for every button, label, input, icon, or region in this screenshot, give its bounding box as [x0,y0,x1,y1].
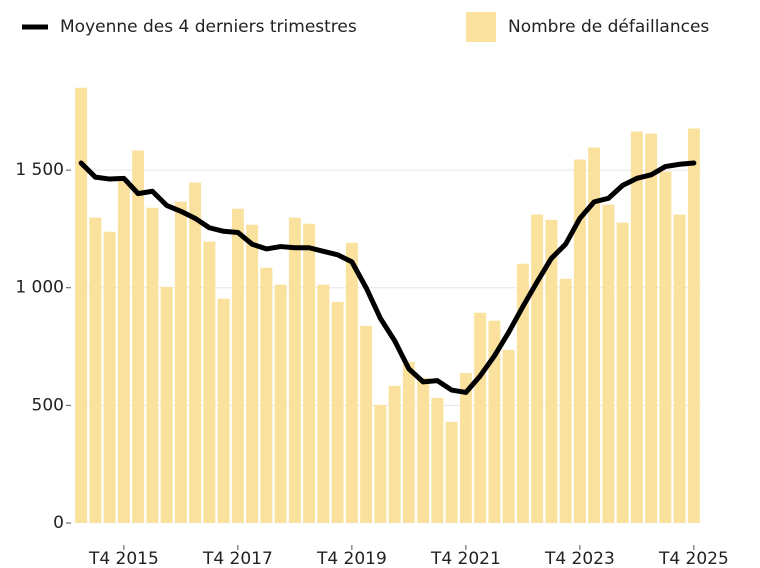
bar [559,278,572,523]
x-tick-label: T4 2025 [658,549,729,568]
bar [89,217,102,523]
y-tick-label: 500 [32,395,64,415]
bar [445,421,458,523]
bar [474,312,487,523]
bar [417,377,430,523]
bar [132,150,145,523]
bar [189,182,202,523]
bar [117,179,130,523]
bar [274,284,287,523]
legend-bar-swatch [466,12,496,42]
y-tick-label: 1 000 [15,278,64,298]
bar [317,284,330,523]
bar [203,241,216,524]
bar [531,214,544,523]
bar [360,325,373,523]
bar [459,372,472,523]
bar [502,349,515,523]
x-tick-label: T4 2015 [88,549,159,568]
bar [602,204,615,523]
x-tick-label: T4 2019 [316,549,387,568]
bar [588,147,601,523]
bar [345,242,358,523]
bar [630,131,643,524]
x-tick-label: T4 2021 [430,549,501,568]
bar [331,301,344,523]
bar [488,320,501,523]
bar [616,222,629,523]
bar [573,159,586,523]
bar [545,219,558,523]
bar [174,201,187,523]
average-line [78,160,697,395]
bar [673,214,686,523]
legend-label: Nombre de défaillances [508,17,709,37]
bar [659,171,672,523]
x-tick-label: T4 2017 [202,549,273,568]
bar [288,217,301,523]
bar [103,231,116,524]
bar [516,263,529,523]
bar [75,87,88,524]
bar [217,298,230,523]
y-tick-label: 0 [53,513,64,533]
x-tick-label: T4 2023 [544,549,615,568]
bar [687,128,700,523]
bar [260,267,273,523]
bar [431,397,444,523]
bar [388,385,401,523]
bar [402,361,415,523]
legend-label: Moyenne des 4 derniers trimestres [60,17,357,37]
bar [303,223,316,523]
bar [231,208,244,523]
bar [374,404,387,523]
y-tick-label: 1 500 [15,160,64,180]
bar [160,286,173,523]
bar [146,207,159,523]
bar [246,224,259,523]
bar [645,133,658,524]
